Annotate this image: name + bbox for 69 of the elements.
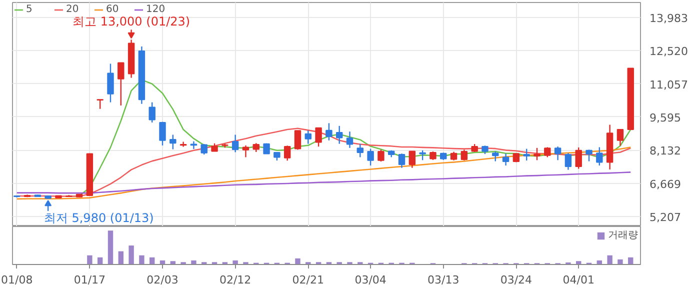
x-tick-label: 02/21 — [292, 274, 324, 286]
legend-label: 20 — [66, 4, 80, 15]
candlestick — [575, 146, 582, 170]
legend-label: 거래량 — [608, 229, 638, 242]
candlestick — [408, 150, 416, 168]
x-tick-label: 01/08 — [1, 274, 33, 286]
bar — [87, 255, 92, 264]
candlestick — [346, 130, 354, 148]
legend-label: 120 — [146, 4, 166, 15]
candlestick — [315, 127, 322, 148]
candlestick — [564, 152, 572, 170]
candlestick — [304, 130, 312, 144]
candlestick — [242, 144, 250, 158]
y-tick-label: 12,520 — [650, 45, 688, 58]
candlestick — [544, 146, 551, 158]
candlestick — [586, 149, 592, 162]
bar — [128, 246, 134, 264]
annotation: 최저 5,980 (01/13) — [44, 210, 154, 225]
bar — [607, 255, 612, 264]
bar — [295, 258, 300, 264]
line-series — [16, 172, 632, 194]
x-tick-label: 02/03 — [146, 274, 178, 286]
candlestick — [159, 121, 166, 146]
candlestick — [367, 148, 374, 166]
x-tick-label: 03/13 — [428, 274, 460, 286]
candlestick — [356, 143, 364, 158]
line-series — [16, 146, 632, 200]
candlestick — [378, 149, 384, 162]
candlestick — [596, 146, 603, 166]
bar — [108, 230, 114, 264]
legend-label: 5 — [26, 4, 34, 15]
candlestick — [492, 150, 499, 162]
x-tick-label: 04/01 — [562, 274, 594, 286]
x-tick-label: 02/12 — [219, 274, 252, 286]
x-tick-label: 01/17 — [74, 274, 106, 286]
candlestick — [336, 125, 343, 144]
candlestick — [419, 150, 426, 161]
x-tick-label: 03/04 — [354, 274, 386, 286]
y-tick-label: 13,983 — [650, 12, 688, 25]
x-tick-label: 03/24 — [500, 274, 532, 286]
y-tick-label: 6,669 — [650, 178, 681, 191]
candlestick — [96, 98, 104, 110]
candlestick — [554, 146, 562, 161]
candlestick — [232, 134, 239, 153]
candlestick — [200, 143, 208, 156]
bar — [232, 260, 238, 264]
bar — [118, 251, 124, 264]
candlestick — [170, 134, 176, 150]
candlestick — [398, 152, 406, 168]
bar — [139, 255, 144, 264]
annotation: 최고 13,000 (01/23) — [72, 14, 190, 29]
candlestick — [534, 147, 540, 161]
candlestick — [284, 145, 291, 162]
candlestick — [616, 128, 624, 146]
candlestick — [107, 63, 114, 103]
bar — [191, 260, 196, 264]
y-tick-label: 11,057 — [650, 78, 688, 92]
y-tick-label: 8,132 — [650, 144, 681, 158]
candlestick — [460, 149, 468, 161]
candlestick — [294, 130, 302, 150]
candlestick — [502, 152, 510, 166]
candlestick — [326, 122, 332, 142]
y-tick-label: 5,207 — [650, 210, 681, 224]
candlestick — [148, 102, 156, 124]
legend-label: 60 — [106, 4, 120, 15]
y-tick-label: 9,595 — [650, 111, 681, 124]
candlestick — [118, 62, 124, 106]
bar — [618, 259, 623, 264]
candlestick — [523, 148, 530, 162]
